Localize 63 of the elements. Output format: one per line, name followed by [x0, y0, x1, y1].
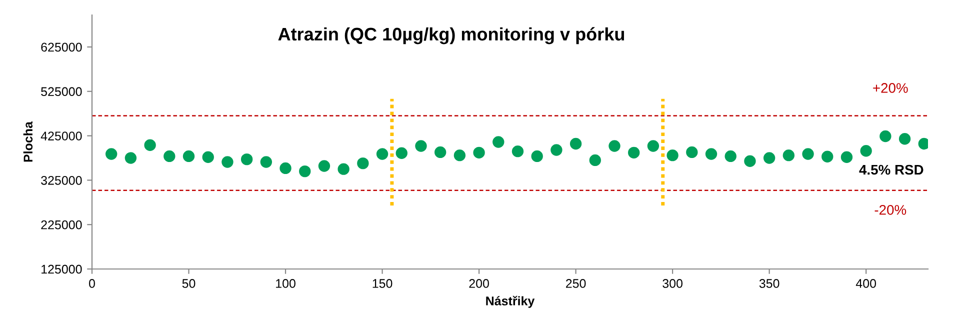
point: [840, 151, 853, 163]
point: [357, 157, 369, 170]
point: [473, 146, 485, 158]
text: Atrazin (QC 10µg/kg) monitoring v pórku: [278, 27, 624, 44]
x-axis-title: Nástřiky: [486, 296, 535, 308]
y-tick-label: 525000: [41, 87, 82, 96]
point: [898, 133, 911, 145]
x-tick-label: 100: [276, 279, 296, 288]
point: [822, 150, 834, 162]
point: [318, 160, 330, 172]
y-tick-label: 325000: [41, 176, 82, 185]
point: [164, 150, 176, 162]
point: [880, 130, 892, 142]
point: [763, 152, 776, 164]
point: [434, 146, 446, 158]
point: [744, 155, 756, 167]
point: [608, 140, 620, 152]
y-tick-label: 425000: [40, 132, 82, 140]
point: [531, 150, 543, 162]
point: [240, 153, 253, 166]
y-axis-title: Plocha: [23, 121, 33, 162]
point: [222, 156, 234, 168]
point: [124, 152, 137, 164]
point: [202, 151, 214, 163]
point: [570, 138, 582, 150]
x-tick-label: 150: [372, 279, 392, 288]
x-tick-label: 200: [469, 279, 489, 288]
point: [106, 148, 118, 160]
point: [299, 165, 311, 178]
point: [492, 136, 504, 148]
point: [860, 145, 872, 157]
point: [144, 139, 156, 151]
x-tick-label: 350: [759, 279, 780, 288]
point: [647, 140, 660, 152]
point: [512, 145, 524, 158]
x-tick-label: 50: [182, 279, 196, 288]
x-tick-label: 300: [662, 279, 682, 288]
point: [415, 140, 427, 152]
point: [280, 162, 292, 174]
x-tick-label: 400: [856, 279, 876, 288]
point: [666, 149, 678, 162]
point: [396, 147, 408, 159]
y-tick-label: 225000: [41, 220, 82, 230]
point: [589, 154, 601, 166]
point: [628, 146, 640, 158]
point: [705, 148, 718, 160]
y-tick-label: 125000: [42, 264, 82, 274]
point: [260, 156, 272, 168]
annotation: -20%: [874, 204, 906, 215]
point: [454, 149, 466, 162]
x-tick-label: 0: [89, 279, 95, 288]
point: [802, 148, 814, 160]
point: [338, 163, 350, 175]
y-tick-label: 625000: [41, 42, 82, 52]
point: [182, 150, 195, 162]
annotation: +20%: [873, 83, 908, 93]
point: [724, 150, 736, 162]
point: [782, 149, 795, 162]
annotation: 4.5% RSD: [859, 164, 924, 175]
x-tick-label: 250: [566, 279, 586, 288]
point: [376, 148, 388, 160]
point: [550, 144, 562, 156]
point: [686, 146, 698, 158]
